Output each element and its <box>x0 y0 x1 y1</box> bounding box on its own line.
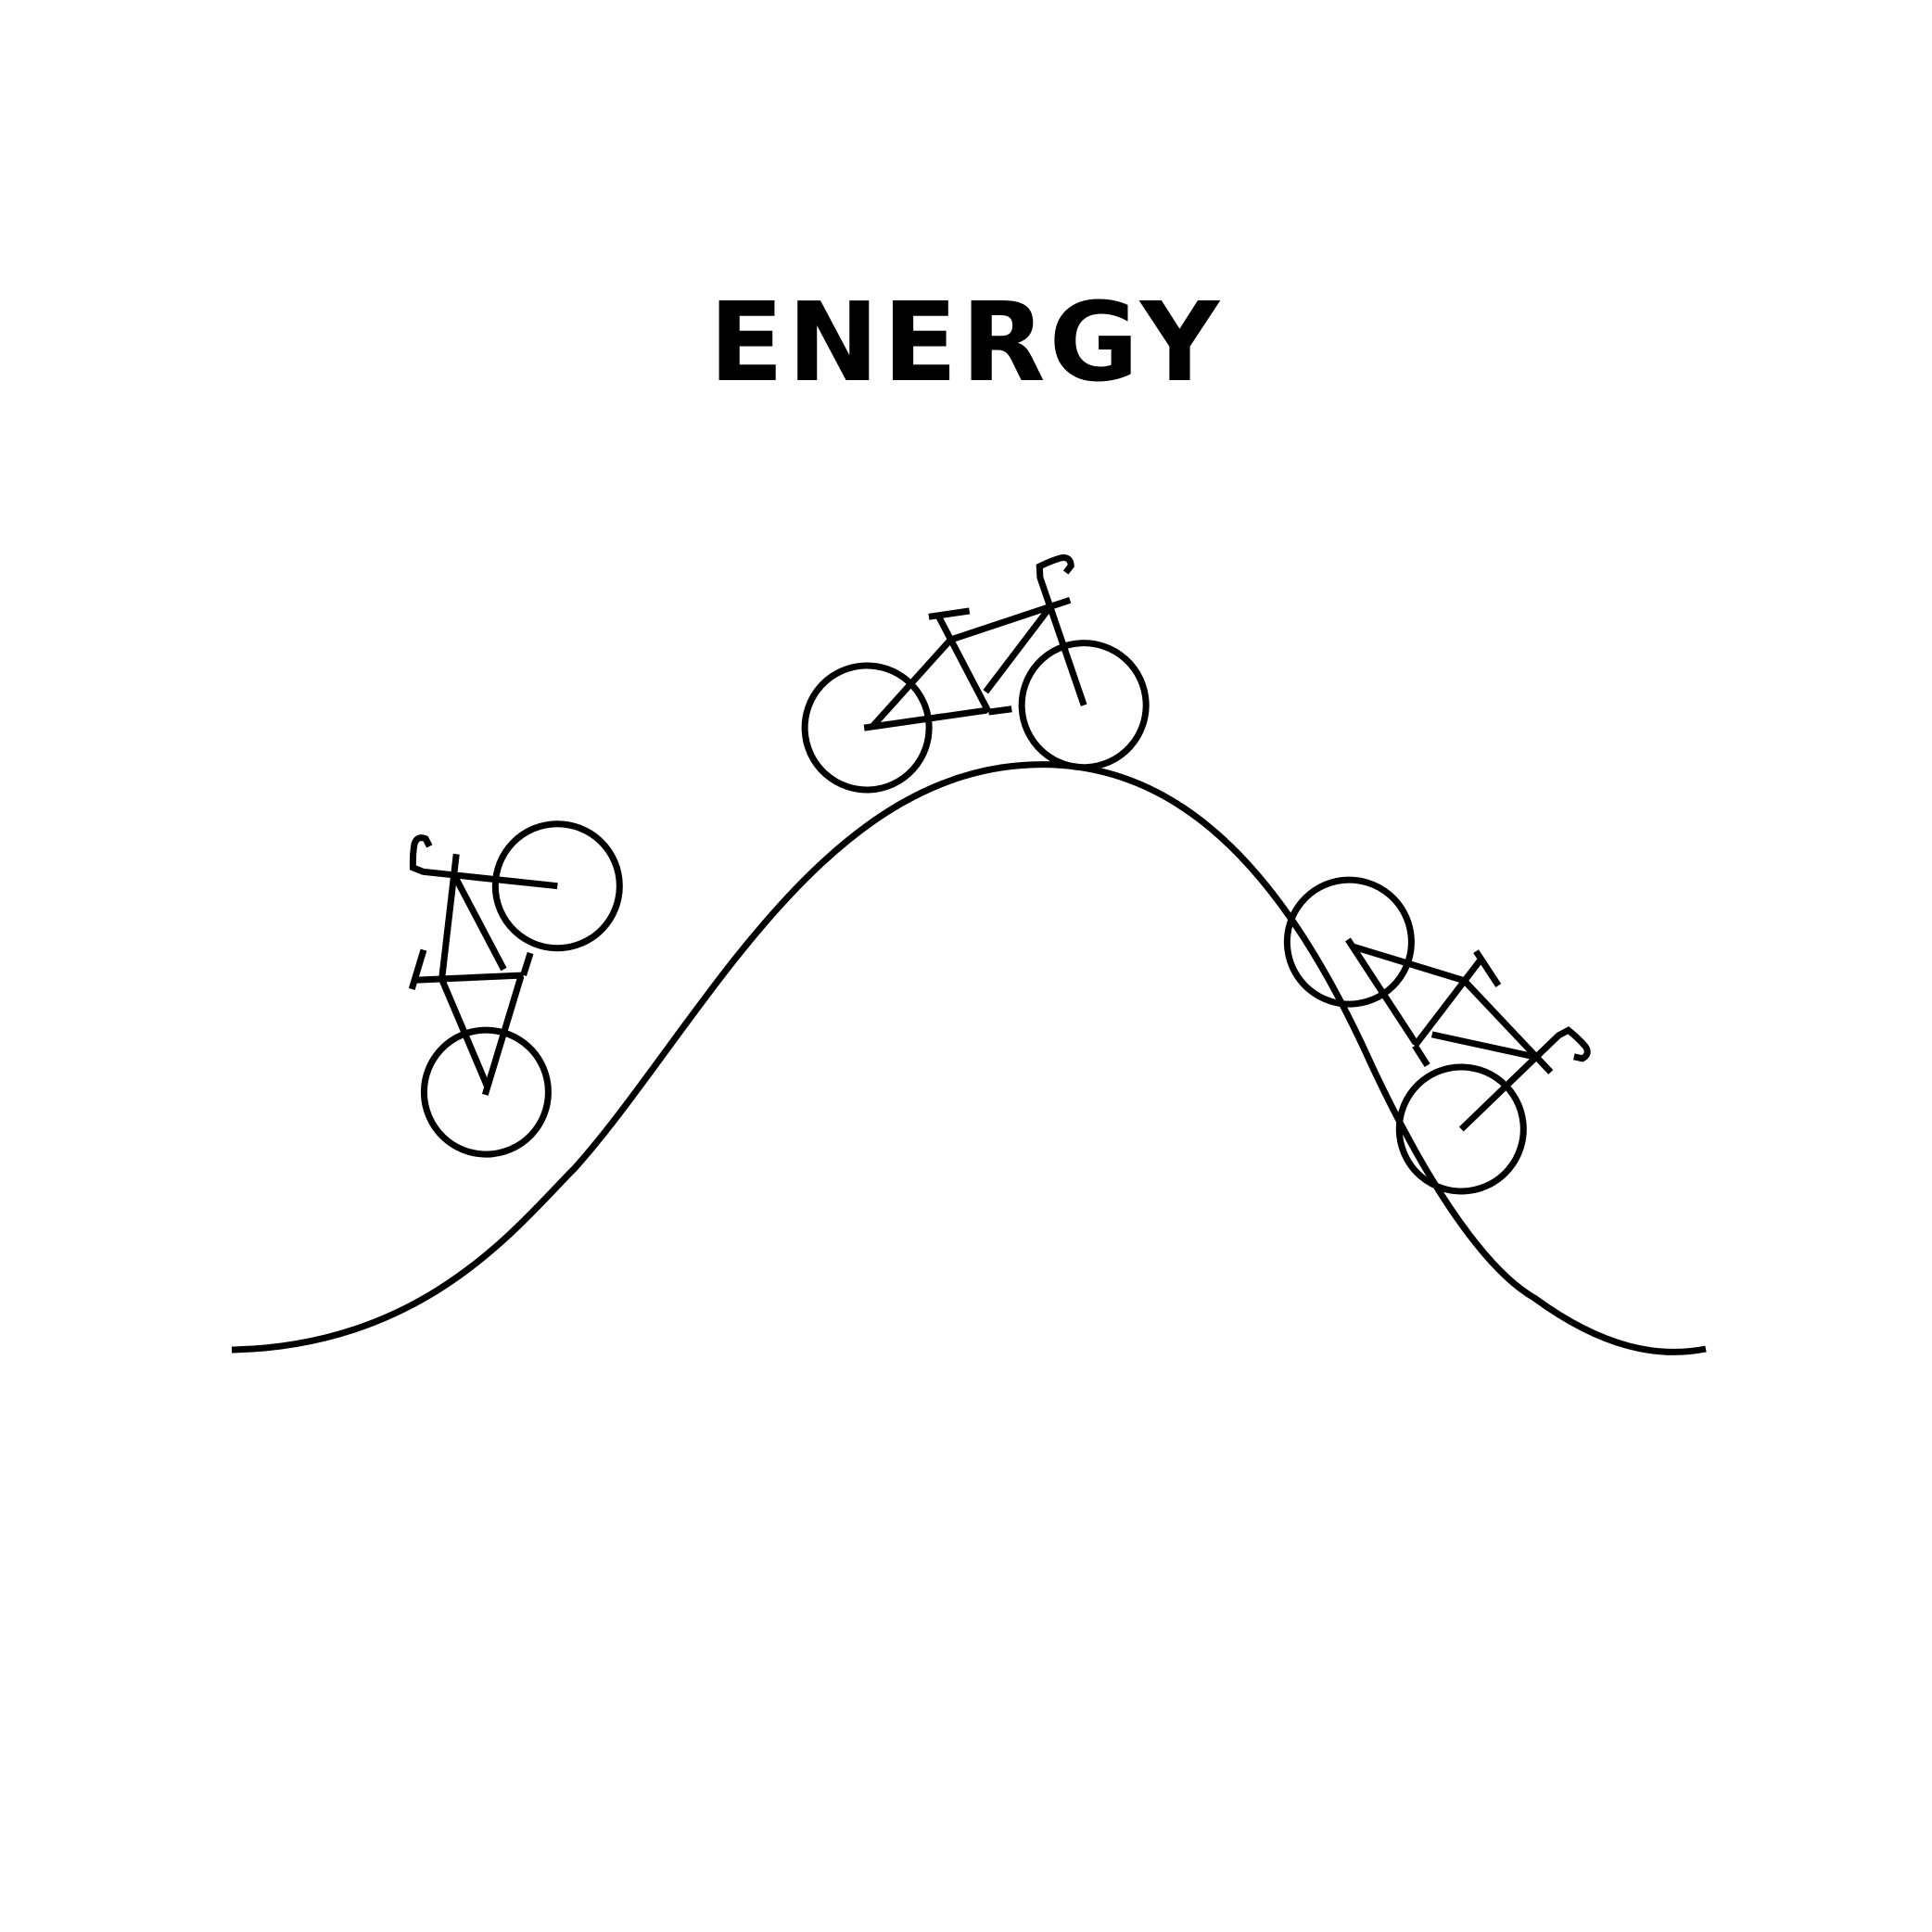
hill-curve-icon <box>231 761 1707 1355</box>
bicycle-top-icon <box>796 553 1150 793</box>
bicycle-right-icon <box>1265 812 1621 1218</box>
page-title: ENERGY <box>708 278 1224 406</box>
bicycle-left-icon <box>315 773 649 1174</box>
